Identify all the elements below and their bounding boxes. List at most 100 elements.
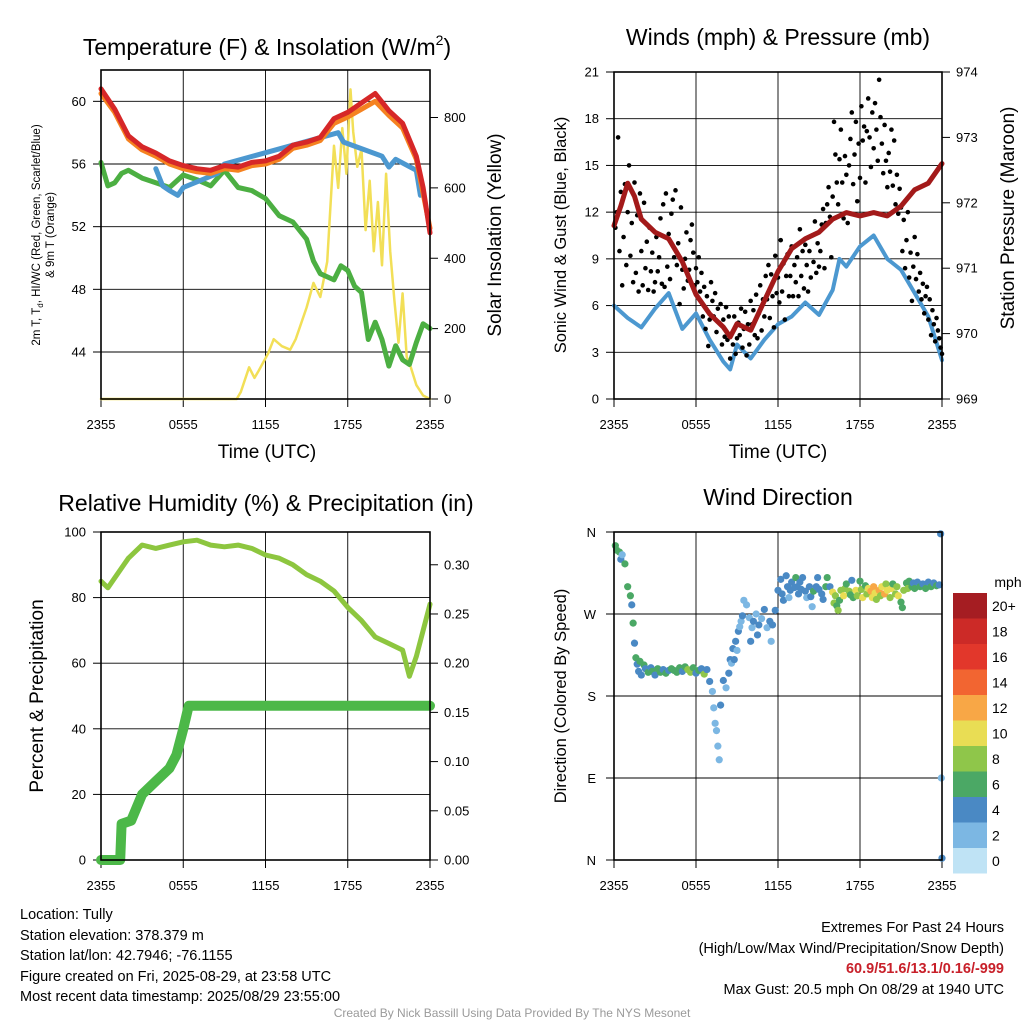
winds-pressure-panel: Winds (mph) & Pressure (mb) Time (UTC) S… [552,24,1019,463]
wind-direction-point [807,593,815,601]
gust-point [804,262,809,268]
wind-direction-left-axis-label: Direction (Colored By Speed) [552,589,570,804]
gust-point [721,317,726,322]
extremes-title: Extremes For Past 24 Hours [821,920,1004,936]
gust-point [816,264,822,269]
gust-point [894,172,900,178]
wind-direction-point [733,646,741,655]
gust-point [648,269,654,274]
winds-panel-title: Winds (mph) & Pressure (mb) [626,24,930,50]
precipitation-line [96,700,435,865]
gust-point [745,321,751,327]
gust-point [865,96,871,101]
gust-point [767,315,773,321]
gust-point [901,217,907,223]
wind-direction-y-tick-label: N [587,525,596,540]
insolation-right-axis-label: Solar Insolation (Yellow) [485,133,506,336]
gust-point [625,209,630,215]
wind-direction-point [651,671,659,679]
colorbar-label: 18 [992,623,1008,639]
figure-created: Figure created on Fri, 2025-08-29, at 23… [20,968,332,985]
gust-point [667,276,673,282]
humidity-y-tick-label: 40 [72,721,86,736]
wind-direction-y-tick-label: S [587,689,596,704]
gust-point [669,211,674,216]
wind-direction-point [826,583,834,591]
gust-point [859,103,864,109]
humidity-x-tick-label: 1155 [252,878,280,893]
gust-point [786,293,792,299]
gust-point [689,222,695,227]
gust-point [752,332,758,338]
gust-point [640,283,645,288]
gust-point [677,301,682,307]
wind-direction-point [710,704,718,712]
gust-point [813,270,819,276]
winds-y-tick-label: 12 [585,205,599,220]
gust-point [757,283,763,288]
wind-direction-point [808,603,816,611]
humidity-line [98,537,433,679]
colorbar-label: 2 [992,827,1000,843]
gust-point [663,191,669,196]
wind-direction-point [856,577,864,585]
gust-point [906,275,912,280]
wind-direction-point [749,617,758,625]
insolation-line [99,88,432,401]
gust-point [849,110,855,115]
gust-point [822,265,827,271]
colorbar-swatch [953,797,987,823]
gust-point [850,181,856,187]
recent-timestamp: Most recent data timestamp: 2025/08/29 2… [20,989,341,1005]
gust-point [861,124,867,129]
gust-point [738,306,744,311]
gust-point [875,158,881,164]
dewpoint-line [98,159,433,369]
gust-point [860,138,866,143]
gust-point [763,273,768,279]
gust-point [868,164,874,170]
winds-y-tick-label: 9 [592,251,599,266]
wind-speed-line [612,233,944,372]
wind-direction-point [834,606,842,614]
gust-point [778,237,784,243]
pressure-y2-tick-label: 971 [956,261,978,276]
gust-point [856,141,861,146]
gust-point [797,226,803,232]
gust-point [803,242,808,248]
gust-point [890,183,896,188]
gust-point [744,353,749,358]
colorbar-swatch [953,848,987,874]
gust-point [829,254,834,260]
gust-point [871,146,876,151]
gust-point [889,127,894,132]
gust-point [905,209,911,215]
gust-point [900,248,905,254]
gust-point [844,172,849,178]
wind-direction-point [714,742,722,750]
humidity-y-tick-label: 80 [72,590,86,605]
gust-point [665,264,670,269]
gust-point [751,307,756,313]
gust-point [748,298,753,304]
wind-direction-point [637,671,645,679]
humidity-x-tick-label: 2355 [87,878,116,893]
wind-direction-point [852,586,860,594]
gust-point [931,321,937,327]
gust-point [913,276,919,282]
temperature-9m-line [98,91,433,231]
gust-point [916,289,922,294]
gust-point [697,289,703,294]
precip-y2-tick-label: 0.25 [444,606,469,621]
wind-direction-frame [613,531,943,861]
gust-point [701,284,707,290]
extremes-subtitle: (High/Low/Max Wind/Precipitation/Snow De… [698,940,1004,957]
gust-point [684,230,689,235]
gust-point [633,270,639,276]
gust-point [659,281,665,287]
colorbar-label: 16 [992,649,1008,665]
wind-direction-point [624,583,632,591]
gust-point [831,119,837,125]
wind-direction-point [898,604,906,612]
gust-point [935,328,941,333]
